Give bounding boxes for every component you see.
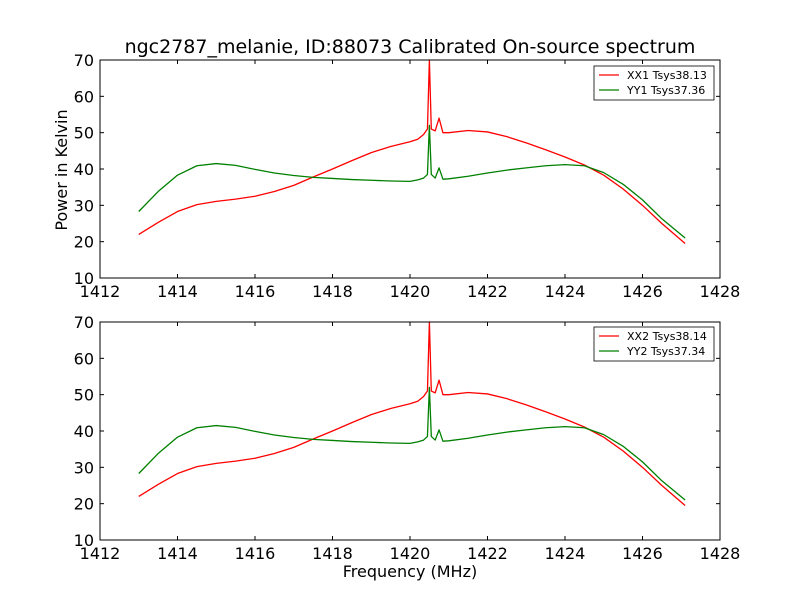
x-tick-label: 1422 [467, 282, 508, 301]
y-tick-label: 60 [74, 349, 94, 368]
y-tick-label: 70 [74, 313, 94, 332]
legend-entry-label: XX2 Tsys38.14 [627, 330, 707, 343]
series-line-yy [138, 386, 686, 501]
x-tick-label: 1420 [390, 282, 431, 301]
x-tick-label: 1428 [700, 282, 741, 301]
x-tick-label: 1428 [700, 544, 741, 563]
x-tick-label: 1416 [235, 544, 276, 563]
y-tick-label: 30 [74, 196, 94, 215]
x-tick-label: 1426 [622, 544, 663, 563]
series-line-xx [138, 59, 686, 244]
x-tick-label: 1426 [622, 282, 663, 301]
legend-box [593, 326, 715, 362]
x-axis-label: Frequency (MHz) [343, 562, 477, 581]
y-tick-label: 40 [74, 160, 94, 179]
y-tick-label: 30 [74, 458, 94, 477]
x-tick-label: 1414 [157, 282, 198, 301]
legend: XX2 Tsys38.14 YY2 Tsys37.34 [593, 326, 715, 362]
x-tick-label: 1420 [390, 544, 431, 563]
x-tick-label: 1414 [157, 544, 198, 563]
legend-entry-label: XX1 Tsys38.13 [627, 69, 707, 82]
y-tick-label: 10 [74, 269, 94, 288]
x-tick-label: 1412 [80, 282, 121, 301]
x-tick-label: 1424 [545, 282, 586, 301]
legend-entry-label: YY2 Tsys37.34 [626, 345, 705, 358]
y-tick-label: 60 [74, 87, 94, 106]
x-tick-label: 1422 [467, 544, 508, 563]
y-tick-label: 20 [74, 233, 94, 252]
x-tick-label: 1416 [235, 282, 276, 301]
y-tick-label: 40 [74, 422, 94, 441]
y-tick-label: 50 [74, 124, 94, 143]
y-tick-label: 20 [74, 495, 94, 514]
series-line-xx [138, 321, 686, 506]
figure-title: ngc2787_melanie, ID:88073 Calibrated On-… [125, 36, 696, 58]
y-tick-label: 70 [74, 51, 94, 70]
y-tick-label: 10 [74, 531, 94, 550]
legend-box [593, 65, 715, 101]
series-line-yy [138, 124, 686, 239]
x-tick-label: 1412 [80, 544, 121, 563]
bottom-spectrum-panel: 1412 1414 1416 1418 1420 1422 1424 1426 1428 10 20… [74, 313, 741, 563]
y-axis-label: Power in Kelvin [52, 109, 71, 230]
x-tick-label: 1424 [545, 544, 586, 563]
x-tick-label: 1418 [312, 544, 353, 563]
top-spectrum-panel: 1412 1414 1416 1418 1420 1422 1424 1426 1428 10 20… [74, 51, 741, 301]
x-tick-label: 1418 [312, 282, 353, 301]
y-tick-label: 50 [74, 386, 94, 405]
legend-entry-label: YY1 Tsys37.36 [626, 84, 705, 97]
legend: XX1 Tsys38.13 YY1 Tsys37.36 [593, 65, 715, 101]
